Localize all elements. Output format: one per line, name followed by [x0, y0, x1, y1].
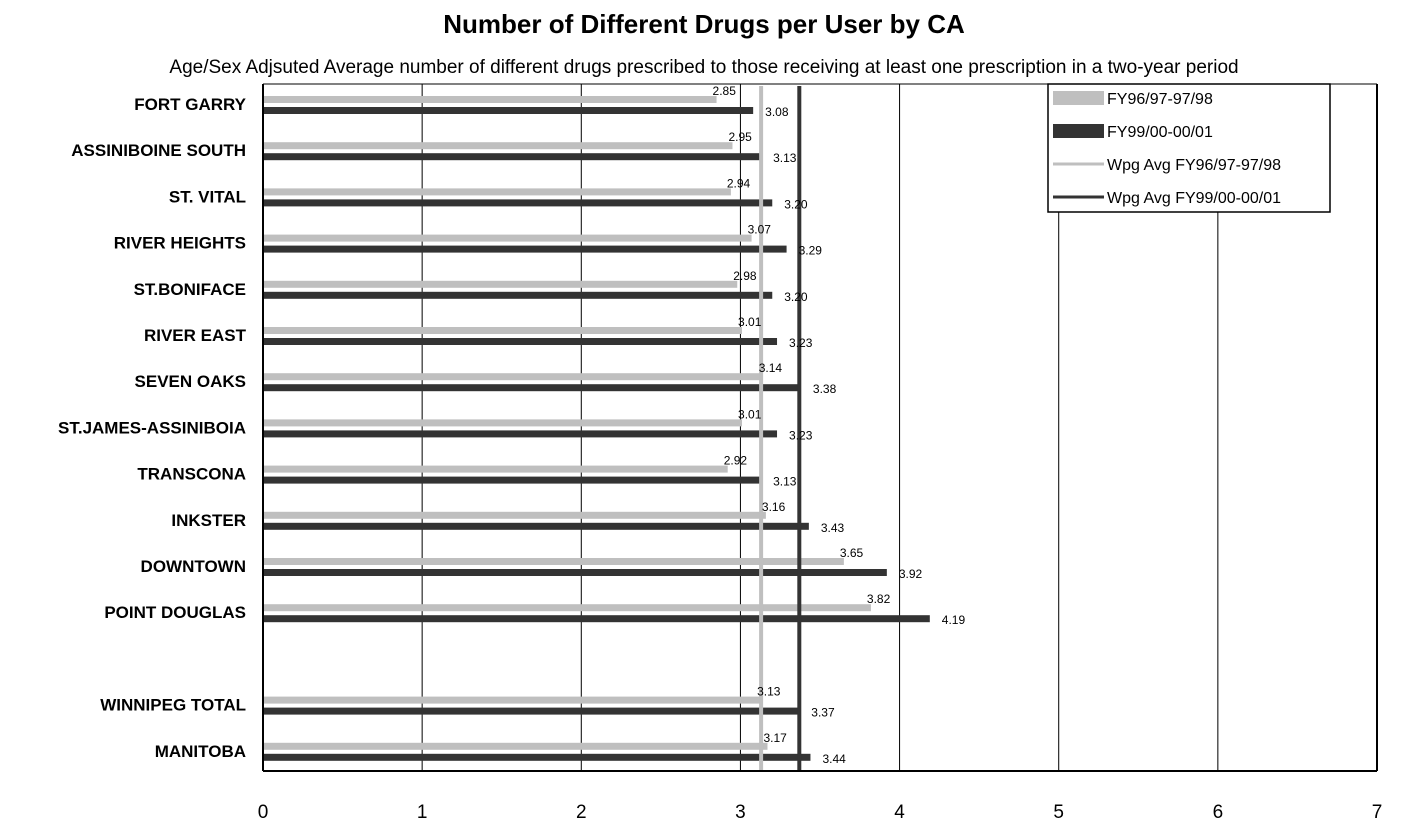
bar: [263, 142, 733, 150]
data-label: 4.19: [942, 613, 966, 627]
bar: [263, 522, 809, 530]
category-label: INKSTER: [171, 511, 246, 530]
data-label: 2.92: [724, 454, 748, 468]
category-label: ST.BONIFACE: [134, 280, 246, 299]
bar: [263, 558, 844, 565]
legend-label: Wpg Avg FY99/00-00/01: [1107, 190, 1281, 207]
data-label: 3.43: [821, 521, 845, 535]
bar: [263, 615, 930, 623]
data-label: 2.95: [728, 130, 752, 144]
category-label: DOWNTOWN: [141, 557, 246, 576]
chart-title: Number of Different Drugs per User by CA: [443, 9, 965, 39]
category-label: ST.JAMES-ASSINIBOIA: [58, 418, 246, 437]
bar: [263, 153, 762, 161]
bar: [263, 373, 763, 381]
data-label: 3.17: [763, 731, 787, 745]
data-label: 3.08: [765, 105, 789, 119]
bar: [263, 742, 768, 750]
bar: [263, 419, 743, 427]
bar: [263, 107, 754, 114]
x-tick-label: 5: [1053, 802, 1064, 819]
bar: [263, 188, 731, 196]
data-label: 3.07: [748, 223, 772, 237]
bar: [263, 430, 778, 438]
data-label: 3.20: [784, 290, 808, 304]
data-label: 3.01: [738, 407, 762, 421]
bar: [263, 199, 773, 207]
x-tick-label: 4: [894, 802, 905, 819]
category-label: ASSINIBOINE SOUTH: [71, 141, 246, 160]
legend-label: Wpg Avg FY96/97-97/98: [1107, 157, 1281, 174]
legend-label: FY96/97-97/98: [1107, 91, 1213, 108]
bar: [263, 280, 738, 288]
bar: [263, 511, 766, 519]
bar: [263, 234, 752, 242]
category-label: RIVER HEIGHTS: [114, 234, 246, 253]
data-label: 3.38: [813, 382, 837, 396]
bar: [263, 327, 743, 334]
category-label: ST. VITAL: [169, 187, 246, 206]
bar: [263, 707, 800, 715]
bars: [263, 96, 930, 761]
category-label: RIVER EAST: [144, 326, 247, 345]
category-label: WINNIPEG TOTAL: [100, 696, 246, 715]
legend-swatch: [1053, 124, 1104, 138]
category-label: FORT GARRY: [134, 95, 246, 114]
data-label: 3.14: [759, 361, 783, 375]
bar: [263, 604, 871, 612]
data-label: 3.23: [789, 336, 813, 350]
bar: [263, 569, 887, 576]
x-tick-label: 3: [735, 802, 746, 819]
bar: [263, 384, 801, 392]
x-tick-label: 2: [576, 802, 587, 819]
data-label: 3.20: [784, 197, 808, 211]
category-label: POINT DOUGLAS: [104, 603, 246, 622]
x-tick-label: 1: [417, 802, 428, 819]
bar: [263, 476, 762, 484]
data-label: 3.01: [738, 315, 762, 329]
data-label: 3.82: [867, 592, 891, 606]
data-label: 3.65: [840, 546, 864, 560]
axes: 0 1 2 3 4 5 6 7 FORT GARRY ASSINIBOINE SOUTH ST. V…: [58, 83, 1383, 819]
x-tick-label: 0: [258, 802, 269, 819]
data-label: 2.85: [713, 84, 737, 98]
bar: [263, 753, 811, 761]
data-label: 3.13: [757, 685, 781, 699]
data-label: 3.13: [773, 475, 797, 489]
legend-box: [1047, 83, 1331, 213]
bar: [263, 338, 778, 345]
data-labels: 2.85 3.08 2.95 3.13 2.94 3.20 3.07 3.29 2.98 3.20…: [713, 84, 966, 766]
bar: [263, 696, 762, 704]
data-label: 2.98: [733, 269, 757, 283]
legend: FY96/97-97/98 FY99/00-00/01 Wpg Avg FY96/9…: [1047, 83, 1331, 213]
data-label: 3.23: [789, 428, 813, 442]
data-label: 3.44: [822, 752, 846, 766]
data-label: 3.29: [799, 244, 823, 258]
legend-swatch: [1053, 91, 1104, 105]
category-label: MANITOBA: [155, 742, 246, 761]
data-label: 3.13: [773, 151, 797, 165]
chart-subtitle: Age/Sex Adjsuted Average number of diffe…: [169, 57, 1238, 78]
bar: [263, 245, 787, 253]
reference-lines: [759, 86, 802, 771]
bar: [263, 96, 717, 103]
x-tick-label: 7: [1372, 802, 1383, 819]
legend-label: FY99/00-00/01: [1107, 124, 1213, 141]
x-tick-label: 6: [1213, 802, 1224, 819]
data-label: 3.16: [762, 500, 786, 514]
category-label: TRANSCONA: [137, 465, 246, 484]
data-label: 3.37: [811, 706, 835, 720]
bar: [263, 465, 728, 473]
data-label: 2.94: [727, 176, 751, 190]
category-label: SEVEN OAKS: [135, 372, 246, 391]
data-label: 3.92: [899, 567, 923, 581]
bar: [263, 291, 773, 299]
